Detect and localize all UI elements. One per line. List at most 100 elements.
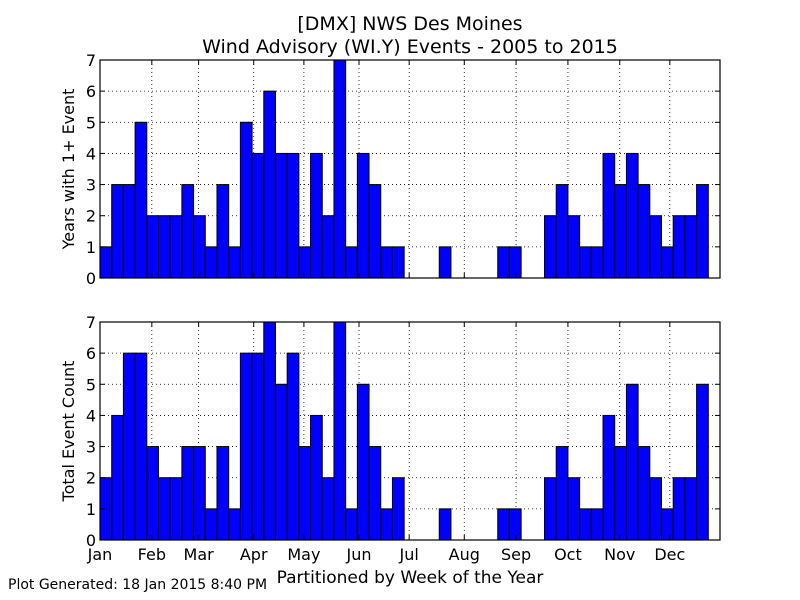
- bottom-ytick-label: 7: [86, 313, 96, 332]
- bottom-bar: [567, 477, 581, 541]
- bottom-bar: [637, 446, 651, 541]
- top-bar: [661, 246, 674, 279]
- bottom-bar: [181, 446, 195, 541]
- top-bar: [368, 184, 382, 279]
- bottom-bar: [298, 446, 312, 541]
- top-bar: [251, 152, 265, 279]
- top-bar: [614, 184, 627, 279]
- top-bar: [99, 246, 113, 279]
- top-bar: [625, 152, 639, 279]
- top-bar: [637, 184, 651, 279]
- bottom-bar: [251, 352, 265, 541]
- top-ytick-label: 4: [86, 144, 96, 163]
- bottom-bar: [614, 446, 627, 541]
- top-bar: [111, 184, 124, 279]
- bottom-bar: [263, 321, 276, 541]
- top-ytick-label: 0: [86, 269, 96, 288]
- bottom-bar: [590, 508, 604, 541]
- top-bar: [146, 215, 159, 279]
- bottom-ytick-label: 0: [86, 531, 96, 550]
- x-tick-label: Jan: [87, 545, 113, 564]
- x-tick-label: Nov: [604, 545, 635, 564]
- top-bar: [286, 152, 300, 279]
- bottom-bar: [122, 352, 136, 541]
- top-bar: [298, 246, 312, 279]
- bottom-bar: [356, 383, 370, 541]
- bottom-bar: [508, 508, 522, 541]
- bottom-y-axis-label: Total Event Count: [59, 361, 78, 503]
- top-y-axis-label: Years with 1+ Event: [59, 89, 78, 251]
- top-bar: [204, 246, 218, 279]
- bottom-bar: [228, 508, 241, 541]
- bottom-bar: [391, 477, 405, 541]
- top-frame: [99, 59, 721, 279]
- bottom-ytick-label: 3: [86, 438, 96, 457]
- x-tick-label: Mar: [184, 545, 215, 564]
- bottom-bar: [239, 352, 253, 541]
- top-bar: [356, 152, 370, 279]
- bottom-bar: [555, 446, 569, 541]
- top-bar: [508, 246, 522, 279]
- top-bar: [193, 215, 206, 279]
- top-ytick-label: 1: [86, 238, 96, 257]
- bottom-bar: [497, 508, 510, 541]
- chart-title-line1: [DMX] NWS Des Moines: [297, 13, 523, 35]
- top-bar: [216, 184, 230, 279]
- bottom-bar: [579, 508, 592, 541]
- bottom-bar: [193, 446, 206, 541]
- x-axis-label: Partitioned by Week of the Year: [276, 568, 544, 588]
- top-bar: [310, 152, 323, 279]
- top-bar: [169, 215, 183, 279]
- x-tick-label: Sep: [501, 545, 531, 564]
- top-bar: [134, 121, 148, 279]
- bottom-bar: [321, 477, 335, 541]
- top-bar: [391, 246, 405, 279]
- bottom-bar: [157, 477, 171, 541]
- top-bar: [544, 215, 557, 279]
- top-ytick-label: 2: [86, 207, 96, 226]
- top-bar: [438, 246, 452, 279]
- bottom-bar: [684, 477, 698, 541]
- top-bar: [321, 215, 335, 279]
- plot-generated-note: Plot Generated: 18 Jan 2015 8:40 PM: [8, 577, 268, 593]
- bottom-bar: [310, 414, 323, 541]
- bottom-bar: [274, 383, 288, 541]
- top-bar: [696, 184, 709, 279]
- x-tick-label: Jun: [345, 545, 371, 564]
- x-tick-label: Jul: [399, 545, 419, 564]
- bottom-bar: [134, 352, 148, 541]
- top-bar: [228, 246, 241, 279]
- bottom-bar: [661, 508, 674, 541]
- bottom-frame: [99, 321, 721, 541]
- top-bar: [555, 184, 569, 279]
- top-bar: [181, 184, 195, 279]
- top-ytick-label: 5: [86, 113, 96, 132]
- chart-title-line2: Wind Advisory (WI.Y) Events - 2005 to 20…: [202, 36, 618, 58]
- bottom-bar: [204, 508, 218, 541]
- top-bar: [684, 215, 698, 279]
- top-bar: [590, 246, 604, 279]
- bottom-ytick-label: 4: [86, 406, 96, 425]
- bottom-bar: [649, 477, 663, 541]
- bottom-bar: [333, 321, 347, 541]
- x-tick-label: Aug: [449, 545, 480, 564]
- bottom-ytick-label: 6: [86, 344, 96, 363]
- bottom-bar: [602, 414, 616, 541]
- bottom-bar: [146, 446, 159, 541]
- top-bar: [567, 215, 581, 279]
- top-bar: [239, 121, 253, 279]
- x-tick-label: Dec: [654, 545, 685, 564]
- top-bar: [274, 152, 288, 279]
- bottom-ytick-label: 5: [86, 375, 96, 394]
- bottom-bar: [345, 508, 358, 541]
- bottom-bar: [216, 446, 230, 541]
- x-tick-label: Feb: [138, 545, 166, 564]
- bottom-bar: [544, 477, 557, 541]
- bottom-bar: [625, 383, 639, 541]
- bottom-bar: [380, 508, 393, 541]
- top-ytick-label: 6: [86, 82, 96, 101]
- bottom-ytick-label: 1: [86, 500, 96, 519]
- bottom-bar: [286, 352, 300, 541]
- top-bar: [579, 246, 592, 279]
